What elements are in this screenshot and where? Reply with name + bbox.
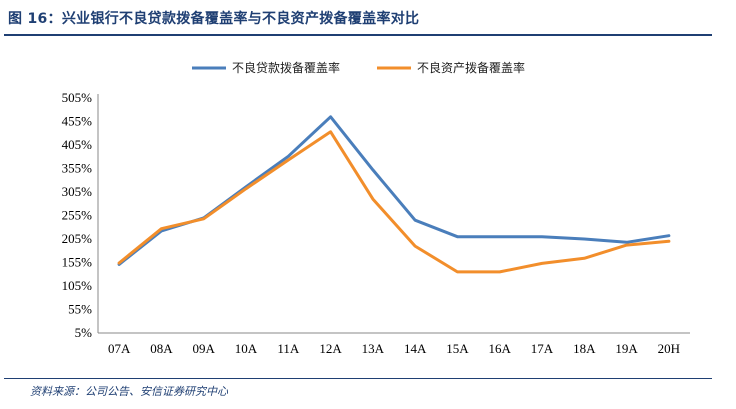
x-tick-label: 13A	[362, 341, 385, 356]
x-tick-label: 18A	[573, 341, 596, 356]
x-tick-label: 09A	[193, 341, 216, 356]
y-tick-label: 455%	[62, 114, 93, 129]
x-tick-label: 16A	[489, 341, 512, 356]
x-tick-label: 20H	[658, 341, 680, 356]
y-tick-label: 505%	[62, 90, 93, 105]
title-rule	[4, 34, 712, 36]
series-line-1	[117, 115, 671, 266]
x-tick-label: 10A	[235, 341, 258, 356]
source-note: 资料来源：公司公告、安信证券研究中心	[30, 385, 228, 398]
y-tick-label: 255%	[62, 208, 93, 223]
x-tick-label: 12A	[319, 341, 342, 356]
y-tick-label: 5%	[75, 325, 93, 340]
x-tick-label: 07A	[108, 341, 131, 356]
y-tick-label: 205%	[62, 231, 93, 246]
legend-label-1: 不良贷款拨备覆盖率	[232, 60, 340, 75]
y-axis: 5% 55% 105% 155% 205% 255% 305% 355% 405% 455% 505…	[62, 90, 99, 340]
x-tick-label: 17A	[531, 341, 554, 356]
y-tick-label: 55%	[68, 302, 92, 317]
legend-label-2: 不良资产拨备覆盖率	[417, 60, 525, 75]
y-tick-label: 305%	[62, 184, 93, 199]
x-axis: 07A 08A 09A 10A 11A 12A 13A 14A 15A 16A 17A 18A 19A 2…	[98, 332, 690, 356]
line-chart: 不良贷款拨备覆盖率 不良资产拨备覆盖率 5% 55% 105% 155% 205% 255%…	[62, 60, 690, 356]
x-tick-label: 14A	[404, 341, 427, 356]
figure-title: 图 16：兴业银行不良贷款拨备覆盖率与不良资产拨备覆盖率对比	[8, 11, 420, 27]
y-tick-label: 105%	[62, 278, 93, 293]
y-tick-label: 155%	[62, 255, 93, 270]
x-tick-label: 11A	[277, 341, 300, 356]
source-rule	[4, 378, 712, 379]
y-tick-label: 405%	[62, 137, 93, 152]
x-tick-label: 08A	[150, 341, 173, 356]
x-tick-label: 19A	[615, 341, 638, 356]
legend: 不良贷款拨备覆盖率 不良资产拨备覆盖率	[192, 60, 525, 75]
x-tick-label: 15A	[446, 341, 469, 356]
series-lines	[117, 115, 671, 274]
series-line-2	[117, 130, 671, 274]
y-tick-label: 355%	[62, 161, 93, 176]
